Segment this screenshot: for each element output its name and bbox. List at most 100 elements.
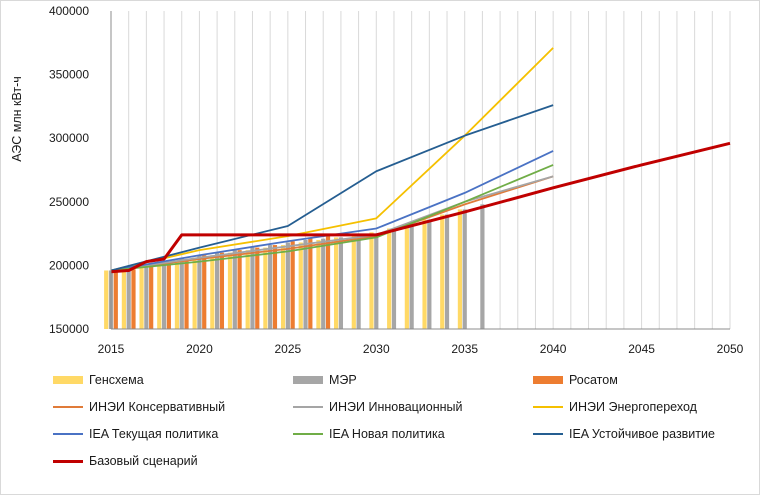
legend-item: IEA Новая политика <box>293 427 445 441</box>
bar-series <box>104 204 485 329</box>
legend-label: IEA Текущая политика <box>89 427 219 441</box>
bar <box>202 255 207 329</box>
legend-label: IEA Новая политика <box>329 427 445 441</box>
series-line-6 <box>110 141 731 274</box>
bar <box>219 252 225 329</box>
bar <box>321 238 326 329</box>
legend-label: Генсхема <box>89 373 144 387</box>
bar <box>210 255 215 329</box>
bar <box>280 245 286 329</box>
bar <box>325 233 331 329</box>
bar <box>457 209 463 329</box>
bar <box>250 247 255 329</box>
y-axis-label: АЭС млн кВт-ч <box>10 76 24 162</box>
legend-swatch <box>53 433 83 435</box>
bar <box>245 250 250 329</box>
bar <box>126 267 131 329</box>
legend-swatch <box>293 376 323 384</box>
bar <box>409 224 414 329</box>
legend-label: ИНЭИ Консервативный <box>89 400 226 414</box>
line-series <box>110 47 731 274</box>
axes <box>110 11 730 330</box>
bar <box>179 257 184 329</box>
bar <box>338 237 344 329</box>
y-tick-label: 250000 <box>49 195 89 209</box>
bar <box>351 234 356 329</box>
bar <box>440 214 445 329</box>
bar-series-0 <box>104 209 463 329</box>
bar <box>356 236 361 329</box>
bar <box>422 219 427 329</box>
bar <box>131 269 136 329</box>
bar <box>166 261 171 329</box>
bar <box>184 259 189 329</box>
bar <box>427 219 432 329</box>
x-tick-label: 2045 <box>628 342 655 356</box>
bar <box>268 245 273 329</box>
x-tick-labels: 2015 2020 2025 2030 2035 2040 2045 2050 <box>98 342 744 356</box>
legend-item: ИНЭИ Энергопереход <box>533 400 697 414</box>
bar <box>298 242 303 329</box>
bar-series-2 <box>113 233 331 329</box>
legend-item: IEA Текущая политика <box>53 427 218 441</box>
legend-label: Базовый сценарий <box>89 454 198 468</box>
legend-swatch <box>533 406 563 408</box>
bar <box>374 234 379 329</box>
legend-swatch <box>53 376 83 384</box>
x-tick-label: 2030 <box>363 342 390 356</box>
bar <box>149 265 154 329</box>
bar <box>227 252 233 329</box>
legend-item: ИНЭИ Консервативный <box>53 400 225 414</box>
legend-item: МЭР <box>293 373 357 387</box>
y-tick-label: 200000 <box>49 258 89 272</box>
legend-label: IEA Устойчивое развитие <box>569 427 715 441</box>
legend-swatch <box>533 433 563 435</box>
bar <box>480 204 485 329</box>
bar <box>316 239 321 329</box>
bar <box>462 209 467 329</box>
bar <box>144 264 149 329</box>
bar <box>232 250 237 329</box>
bar <box>369 232 374 329</box>
x-tick-label: 2050 <box>717 342 744 356</box>
bar <box>197 255 202 329</box>
chart-svg: 150000 200000 250000 300000 350000 400000 201… <box>10 4 744 356</box>
x-tick-label: 2025 <box>275 342 302 356</box>
series-line-5 <box>110 104 554 272</box>
bar <box>139 266 144 329</box>
legend-item: Генсхема <box>53 373 144 387</box>
y-tick-label: 150000 <box>49 322 89 336</box>
bar <box>387 228 392 329</box>
bar <box>113 271 118 329</box>
legend-swatch <box>533 376 563 384</box>
legend-swatch <box>293 406 323 408</box>
series-line-4 <box>110 164 554 272</box>
bar <box>237 250 242 329</box>
legend-item: Базовый сценарий <box>53 454 198 468</box>
bar <box>104 270 109 329</box>
bar <box>404 224 409 329</box>
x-tick-label: 2020 <box>186 342 213 356</box>
x-tick-label: 2015 <box>98 342 125 356</box>
bar <box>157 264 162 329</box>
legend: Генсхема МЭР Росатом ИНЭИ Консервативный ИНЭ… <box>53 369 753 479</box>
bar <box>161 261 167 329</box>
x-tick-label: 2040 <box>540 342 567 356</box>
legend-label: ИНЭИ Инновационный <box>329 400 463 414</box>
series-line-1 <box>110 175 554 272</box>
bar <box>174 261 180 329</box>
x-tick-label: 2035 <box>451 342 478 356</box>
legend-label: Росатом <box>569 373 618 387</box>
series-line-2 <box>110 47 554 272</box>
legend-swatch <box>53 459 83 463</box>
bar-series-1 <box>108 204 485 329</box>
bar <box>272 245 278 329</box>
bar <box>215 252 220 329</box>
y-tick-labels: 150000 200000 250000 300000 350000 400000 <box>49 4 89 336</box>
bar <box>285 242 290 329</box>
y-tick-label: 350000 <box>49 68 89 82</box>
bar <box>303 239 308 329</box>
y-tick-label: 400000 <box>49 4 89 18</box>
legend-item: ИНЭИ Инновационный <box>293 400 463 414</box>
